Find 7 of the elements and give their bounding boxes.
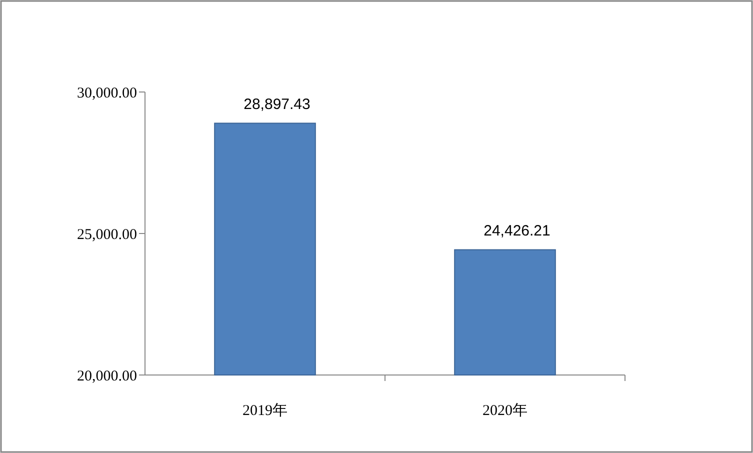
y-tick-label: 20,000.00 — [77, 368, 137, 384]
x-tick-label: 2019年 — [242, 402, 288, 419]
y-tick-label: 30,000.00 — [77, 85, 137, 102]
data-label: 28,897.43 — [244, 96, 310, 114]
x-tick-label: 2020年 — [482, 402, 528, 419]
y-tick-label: 25,000.00 — [77, 226, 137, 243]
data-label: 24,426.21 — [484, 222, 550, 240]
